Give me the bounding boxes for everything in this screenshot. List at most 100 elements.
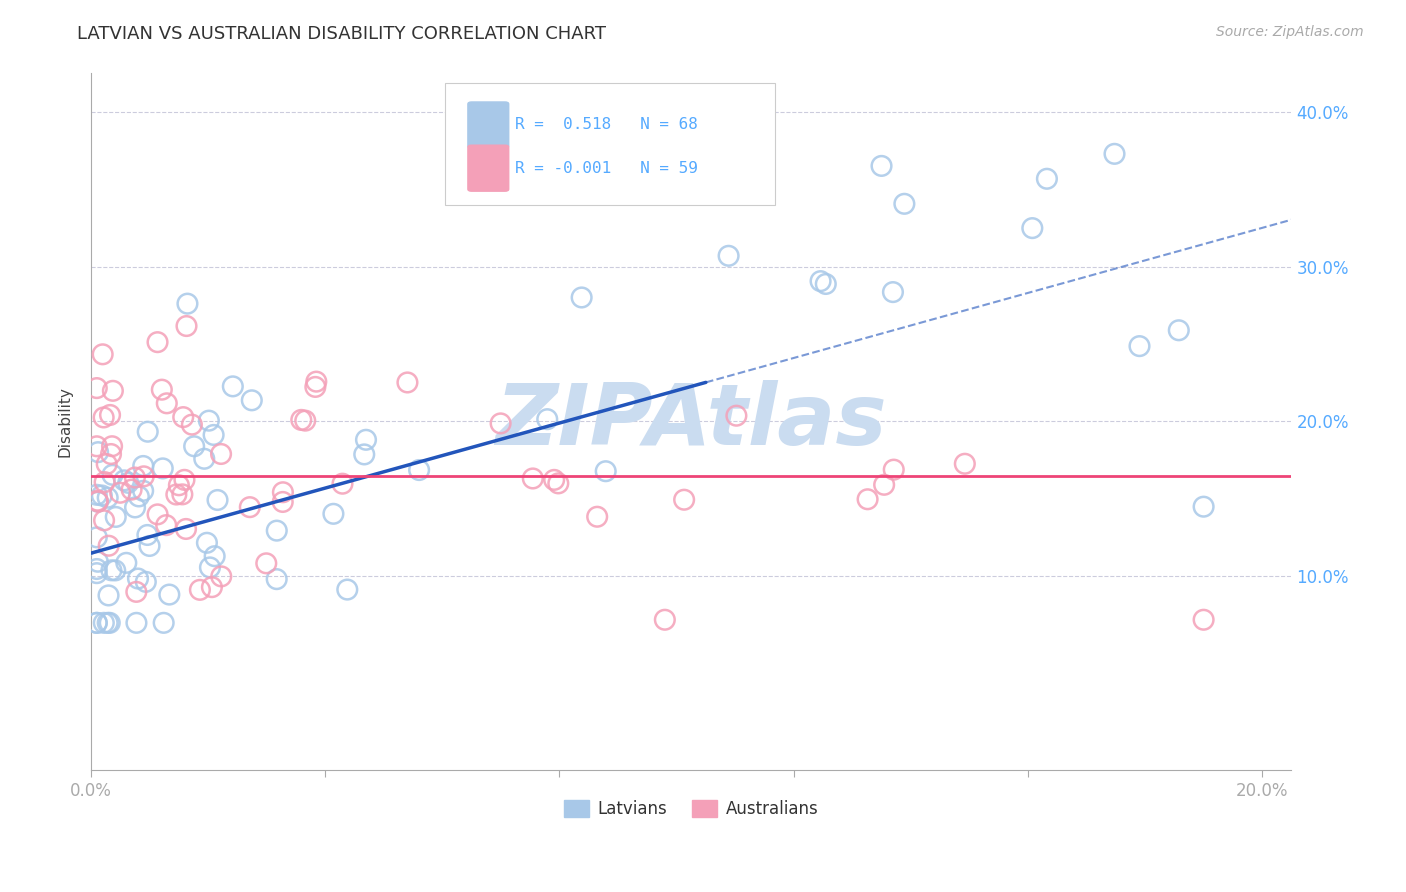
Point bbox=[115, 556, 138, 570]
Point bbox=[239, 500, 262, 515]
Point bbox=[87, 555, 110, 569]
Point bbox=[86, 615, 108, 630]
Point bbox=[173, 473, 195, 487]
Point bbox=[717, 249, 740, 263]
Text: R = -0.001   N = 59: R = -0.001 N = 59 bbox=[515, 161, 697, 176]
Point bbox=[673, 492, 696, 507]
Point bbox=[101, 467, 124, 482]
Point bbox=[873, 477, 896, 491]
Point bbox=[98, 615, 121, 630]
Point bbox=[266, 572, 288, 586]
Point bbox=[97, 615, 120, 630]
Point bbox=[188, 582, 211, 597]
Point bbox=[156, 396, 179, 410]
Point bbox=[1021, 221, 1043, 235]
Point bbox=[100, 447, 122, 461]
Point bbox=[332, 476, 354, 491]
Point bbox=[814, 277, 837, 291]
Point bbox=[90, 488, 112, 502]
Text: ZIPAtlas: ZIPAtlas bbox=[495, 380, 887, 463]
Point bbox=[100, 563, 122, 577]
Point bbox=[1104, 146, 1126, 161]
Point bbox=[172, 410, 194, 425]
Point bbox=[201, 580, 224, 594]
Point bbox=[536, 412, 558, 426]
Point bbox=[271, 495, 294, 509]
Point bbox=[294, 414, 316, 428]
Point bbox=[336, 582, 359, 597]
Point bbox=[180, 417, 202, 432]
Point bbox=[254, 557, 277, 571]
Point bbox=[202, 428, 225, 442]
Point bbox=[93, 615, 115, 630]
Point bbox=[97, 491, 120, 505]
Point bbox=[882, 285, 904, 299]
Point bbox=[87, 494, 110, 508]
FancyBboxPatch shape bbox=[468, 145, 509, 191]
Point bbox=[1128, 339, 1150, 353]
Point bbox=[93, 513, 115, 527]
Point bbox=[396, 376, 419, 390]
Point bbox=[152, 461, 174, 475]
Point bbox=[101, 384, 124, 398]
Point bbox=[543, 473, 565, 487]
Point bbox=[165, 487, 187, 501]
Point bbox=[266, 524, 288, 538]
Point bbox=[870, 159, 893, 173]
Point bbox=[522, 471, 544, 485]
Point bbox=[209, 447, 232, 461]
Point bbox=[204, 549, 226, 564]
Point bbox=[86, 530, 108, 544]
Point bbox=[128, 490, 150, 504]
Point bbox=[86, 562, 108, 576]
Point bbox=[193, 451, 215, 466]
Point bbox=[1192, 500, 1215, 514]
Point bbox=[86, 493, 108, 508]
Text: Source: ZipAtlas.com: Source: ZipAtlas.com bbox=[1216, 25, 1364, 39]
Point bbox=[586, 509, 609, 524]
Point bbox=[183, 439, 205, 453]
Point bbox=[547, 476, 569, 491]
Point bbox=[98, 408, 121, 422]
Y-axis label: Disability: Disability bbox=[58, 386, 72, 457]
Point bbox=[136, 425, 159, 439]
Point bbox=[198, 560, 221, 574]
Point bbox=[135, 574, 157, 589]
Legend: Latvians, Australians: Latvians, Australians bbox=[557, 793, 825, 824]
Point bbox=[127, 572, 149, 586]
Point bbox=[172, 487, 194, 501]
Point bbox=[86, 488, 108, 502]
Point bbox=[152, 615, 174, 630]
Point bbox=[167, 478, 190, 492]
Point bbox=[595, 464, 617, 478]
Point bbox=[654, 613, 676, 627]
Point bbox=[155, 518, 177, 533]
Point bbox=[97, 589, 120, 603]
Point bbox=[489, 417, 512, 431]
Point bbox=[174, 522, 197, 536]
Point bbox=[271, 485, 294, 500]
Point bbox=[96, 457, 118, 471]
Point bbox=[86, 615, 108, 630]
Point bbox=[97, 539, 120, 553]
FancyBboxPatch shape bbox=[468, 102, 509, 148]
Point bbox=[124, 470, 146, 484]
Point bbox=[86, 439, 108, 453]
Point bbox=[209, 569, 232, 583]
Point bbox=[93, 410, 115, 425]
Point bbox=[810, 274, 832, 288]
Point bbox=[1167, 323, 1189, 337]
Point bbox=[136, 528, 159, 542]
Point bbox=[176, 296, 198, 310]
Point bbox=[125, 615, 148, 630]
Point bbox=[86, 566, 108, 581]
Point bbox=[112, 474, 135, 488]
Point bbox=[305, 375, 328, 389]
Point bbox=[108, 485, 131, 500]
Point bbox=[883, 463, 905, 477]
Point bbox=[117, 475, 139, 490]
Point bbox=[195, 536, 218, 550]
Point bbox=[146, 335, 169, 350]
Point bbox=[138, 539, 160, 553]
Point bbox=[104, 563, 127, 577]
